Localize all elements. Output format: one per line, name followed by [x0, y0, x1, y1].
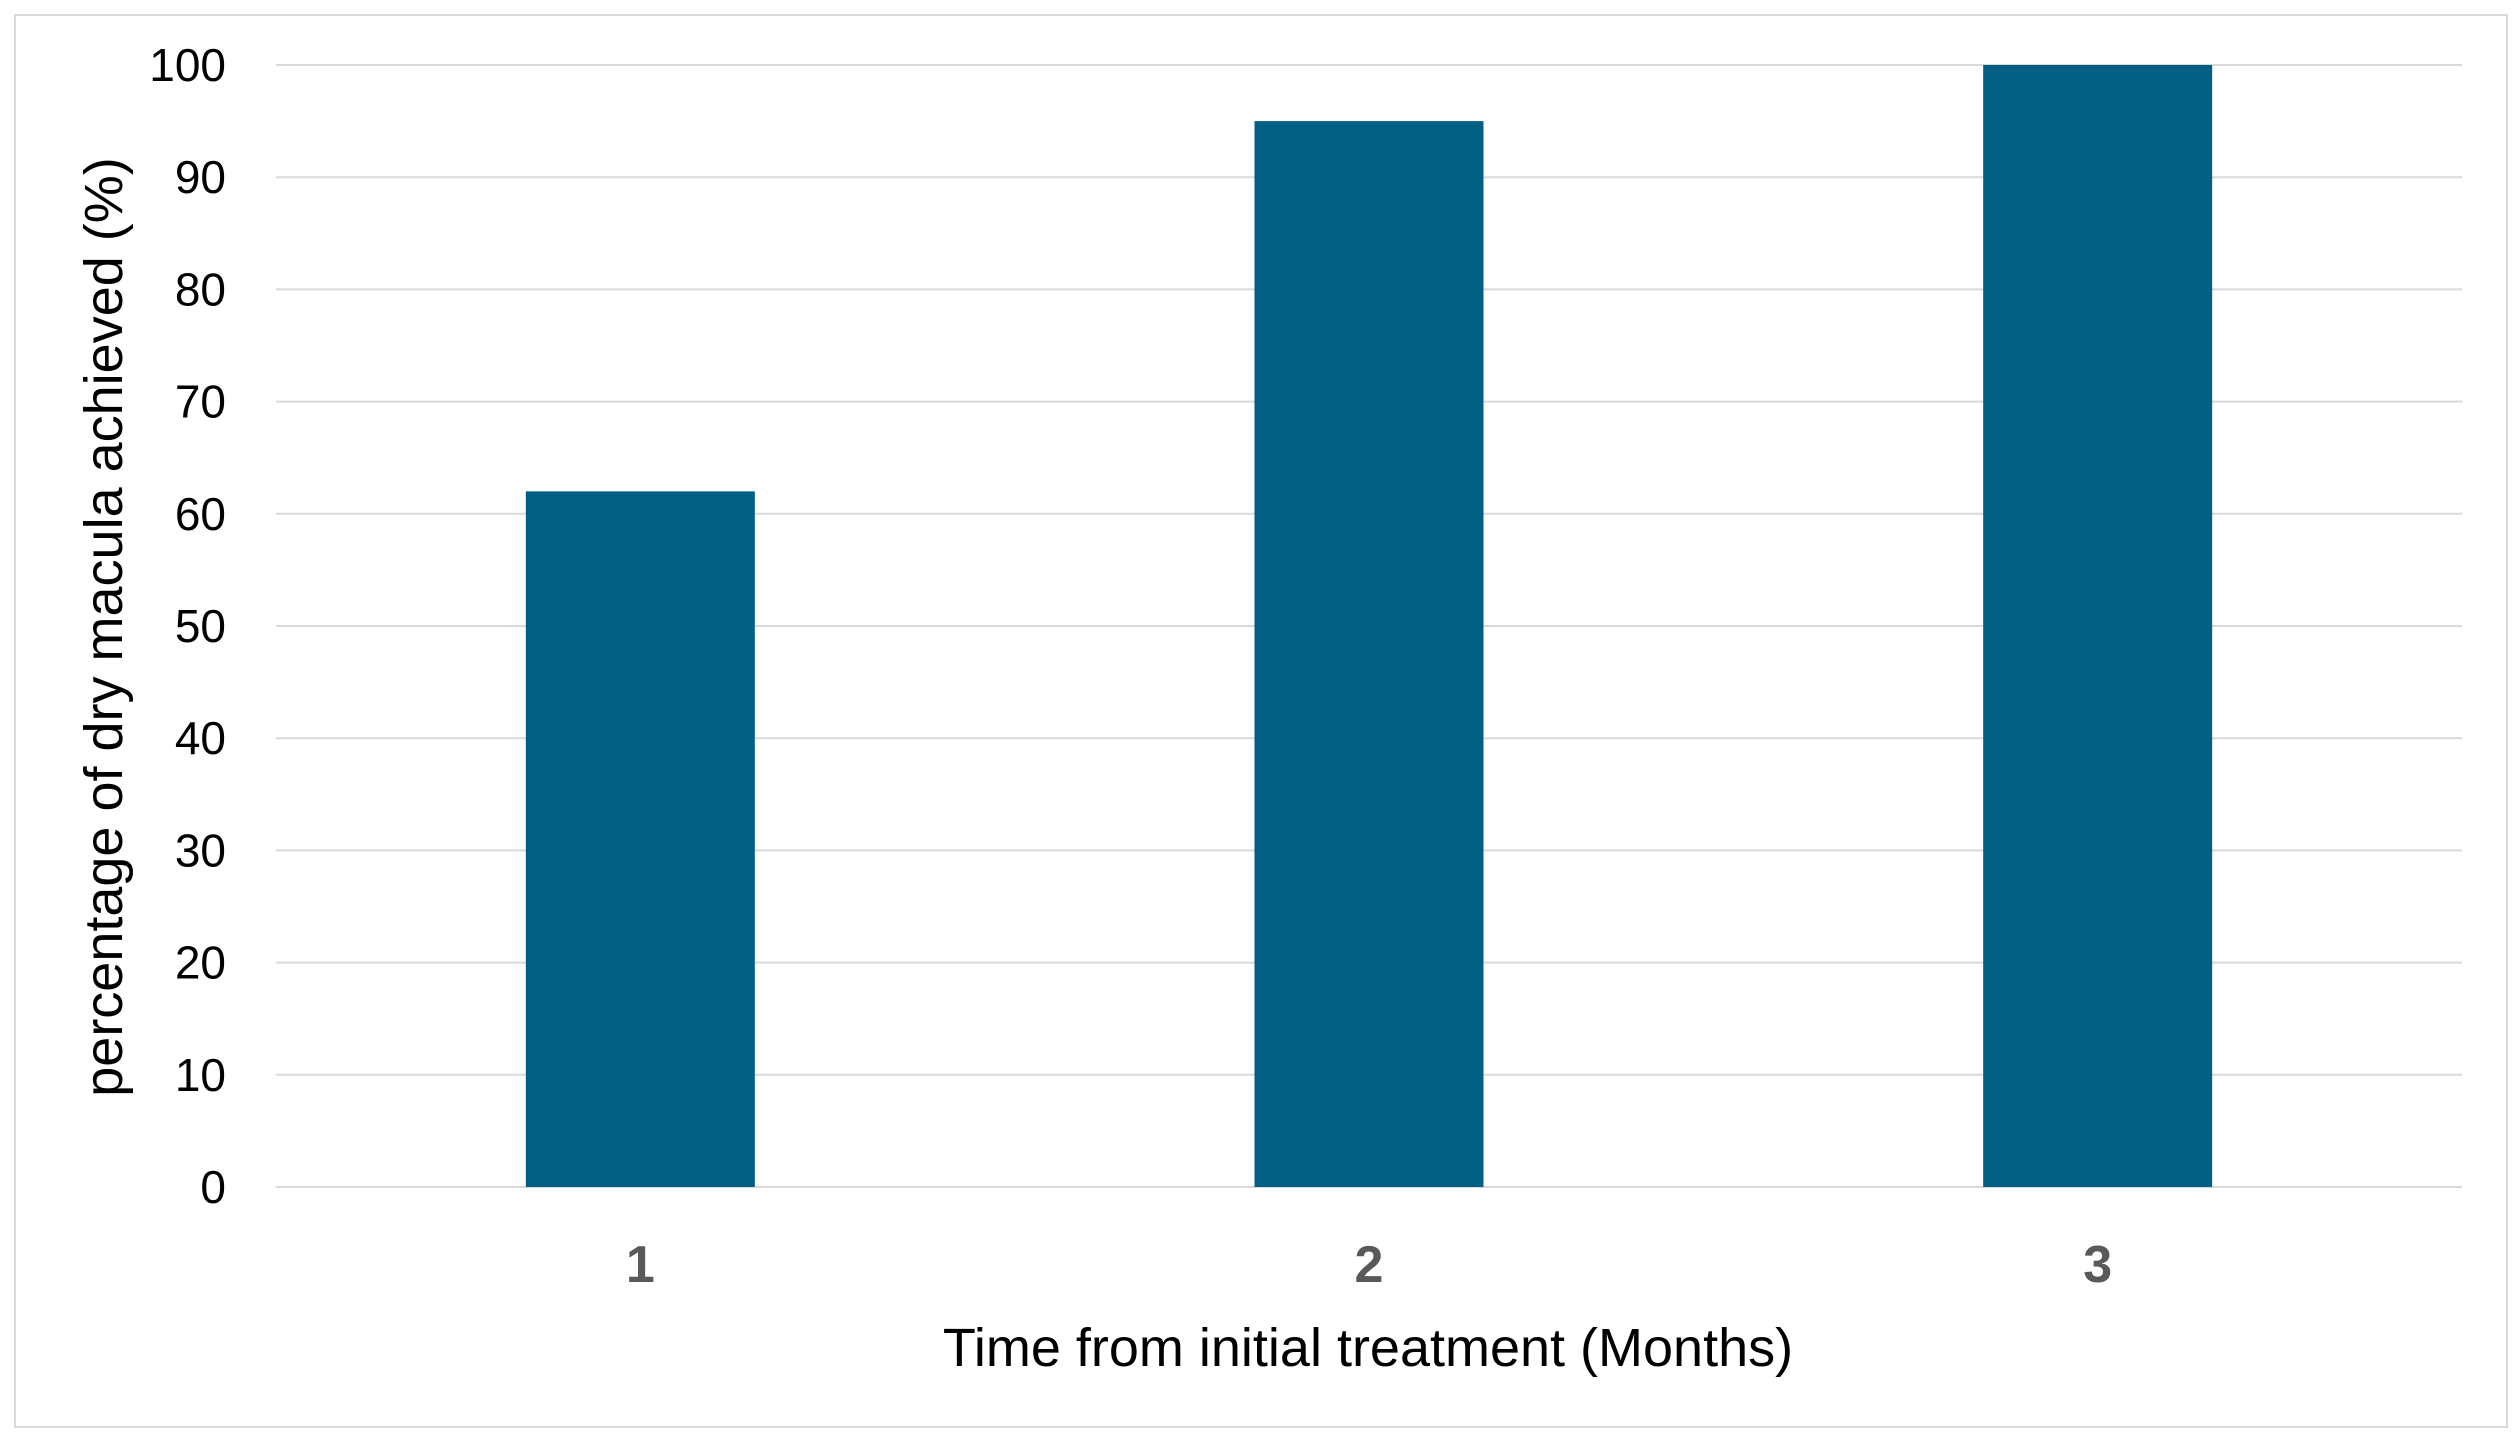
y-tick-label: 20	[175, 937, 226, 989]
x-tick-label: 3	[2083, 1236, 2112, 1294]
x-tick-label: 2	[1355, 1236, 1384, 1294]
y-tick-label: 100	[149, 39, 226, 91]
bars	[525, 65, 2213, 1188]
y-tick-label: 70	[175, 376, 226, 428]
bar-3	[1983, 65, 2213, 1187]
y-tick-label: 30	[175, 824, 226, 876]
y-tick-label: 0	[200, 1161, 226, 1213]
y-axis-title: percentage of dry macula achieved (%)	[74, 157, 134, 1097]
y-tick-label: 60	[175, 488, 226, 540]
x-tick-label: 1	[626, 1236, 655, 1294]
y-tick-label: 50	[175, 600, 226, 652]
y-axis-ticks: 0 10 20 30 40 50 60 70 80 90 100	[149, 39, 226, 1213]
x-axis-ticks: 1 2 3	[626, 1236, 2112, 1294]
y-tick-label: 80	[175, 263, 226, 315]
x-axis-title: Time from initial treatment (Months)	[943, 1318, 1793, 1378]
bar-2	[1254, 121, 1484, 1188]
y-tick-label: 10	[175, 1049, 226, 1101]
y-tick-label: 40	[175, 712, 226, 764]
bar-1	[525, 491, 755, 1187]
y-tick-label: 90	[175, 151, 226, 203]
